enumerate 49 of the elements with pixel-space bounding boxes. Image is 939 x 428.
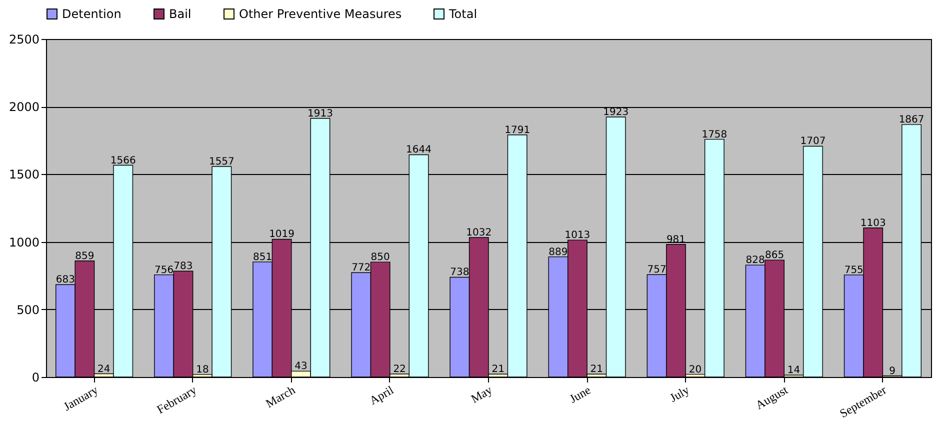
data-label: 1707 (800, 136, 826, 148)
legend-label: Total (448, 7, 478, 21)
x-tick-label: May (468, 382, 494, 406)
x-tick-label: June (567, 382, 594, 406)
data-label: 1019 (269, 229, 295, 240)
data-label: 755 (844, 264, 864, 276)
data-label: 20 (688, 364, 702, 376)
data-label: 683 (56, 274, 76, 286)
y-tick-label: 1500 (8, 168, 40, 182)
data-label: 1758 (702, 129, 728, 140)
data-label: 9 (889, 366, 896, 377)
data-label: 850 (370, 252, 390, 264)
data-label: 1923 (603, 107, 629, 118)
data-label: 889 (548, 246, 568, 258)
legend-label: Detention (62, 7, 122, 21)
legend-label: Other Preventive Measures (239, 7, 402, 21)
y-tick-label: 1000 (8, 235, 40, 250)
data-label: 757 (647, 264, 666, 276)
data-label: 1103 (860, 218, 886, 229)
data-label: 1013 (564, 230, 590, 242)
data-label: 1791 (504, 124, 530, 136)
legend-label: Bail (169, 7, 192, 21)
data-label: 1032 (466, 227, 492, 238)
y-tick-label: 0 (32, 370, 40, 384)
data-label: 21 (492, 364, 504, 376)
data-label: 851 (253, 252, 272, 263)
data-label: 738 (450, 267, 470, 278)
data-label: 43 (294, 361, 308, 372)
data-label: 783 (174, 261, 193, 272)
y-tick-label: 2000 (8, 100, 40, 114)
data-label: 1566 (110, 155, 136, 166)
x-tick-label: April (367, 382, 397, 408)
data-label: 828 (746, 255, 765, 266)
data-label: 1644 (406, 144, 432, 156)
data-label: 859 (75, 250, 94, 262)
y-tick-label: 500 (16, 302, 40, 317)
data-label: 18 (196, 364, 209, 376)
data-label: 24 (98, 364, 110, 375)
data-label: 14 (787, 365, 800, 376)
x-tick-label: July (667, 382, 692, 405)
data-label: 1913 (307, 108, 333, 120)
data-label: 21 (590, 364, 604, 376)
data-label: 1867 (898, 114, 924, 126)
data-label: 1557 (208, 156, 234, 168)
data-label: 772 (352, 262, 371, 274)
data-label: 22 (393, 364, 406, 376)
data-label: 756 (154, 264, 174, 276)
data-label: 865 (765, 250, 784, 262)
y-tick-label: 2500 (8, 32, 40, 46)
